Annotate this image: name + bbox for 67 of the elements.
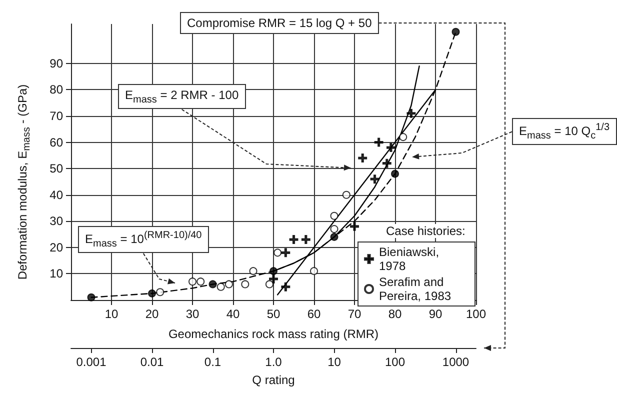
point xyxy=(208,280,217,288)
x2-tick-label: 1.0 xyxy=(265,355,282,369)
x-tick-label: 30 xyxy=(186,307,200,321)
y-tick-label: 80 xyxy=(50,82,64,97)
point xyxy=(342,190,350,199)
x2-tick-label: 0.1 xyxy=(204,355,222,369)
x2-tick-label: 10 xyxy=(328,355,342,369)
point xyxy=(156,288,164,296)
point xyxy=(406,108,416,118)
point xyxy=(216,282,225,291)
point xyxy=(399,133,408,142)
point xyxy=(382,158,392,168)
x2-axis-title: Q rating xyxy=(252,373,295,387)
point xyxy=(330,225,338,234)
y-tick-label: 30 xyxy=(50,214,64,228)
y-tick-label: 40 xyxy=(50,188,64,202)
point xyxy=(350,222,359,231)
point xyxy=(310,267,318,276)
point xyxy=(281,248,290,258)
legend-label: Serafim and Pereira, 1983 xyxy=(379,275,452,303)
point xyxy=(87,293,96,302)
legend-title: Case histories: xyxy=(384,224,468,238)
point xyxy=(289,235,298,244)
x-tick-label: 90 xyxy=(428,307,442,321)
point xyxy=(391,170,399,178)
y-tick-label: 60 xyxy=(50,135,64,150)
point xyxy=(370,174,380,184)
x-tick-label: 20 xyxy=(145,307,159,321)
point xyxy=(301,235,310,244)
point xyxy=(281,282,290,292)
y-tick-label: 20 xyxy=(50,240,64,254)
annotation: Compromise RMR = 15 log Q + 50 xyxy=(180,12,379,34)
point xyxy=(270,267,278,276)
point xyxy=(269,274,278,284)
y-tick-label: 70 xyxy=(50,109,64,123)
point xyxy=(241,280,250,288)
x-tick-label: 80 xyxy=(388,307,402,321)
point xyxy=(249,267,258,276)
y-tick-label: 50 xyxy=(50,162,64,176)
point xyxy=(330,232,338,241)
x-tick-label: 100 xyxy=(466,307,486,321)
x2-tick-label: 0.001 xyxy=(76,355,107,369)
x2-tick-label: 100 xyxy=(384,355,406,369)
point xyxy=(196,278,205,286)
point xyxy=(265,280,274,288)
point xyxy=(330,212,338,220)
x-tick-label: 50 xyxy=(266,307,280,321)
legend-label: Bieniawski, 1978 xyxy=(379,245,442,273)
annotation: E$_{mass}$ = 2 RMR - 100 xyxy=(118,84,246,110)
x-tick-label: 60 xyxy=(307,307,321,321)
x-axis-title: Geomechanics rock mass rating (RMR) xyxy=(168,327,379,341)
point xyxy=(148,289,156,298)
point xyxy=(224,280,233,288)
point xyxy=(358,154,368,163)
point xyxy=(386,143,396,152)
annotation: E$_{mass}$ = 10$^{(RMR-10)/40}$ xyxy=(78,226,209,254)
x2-tick-label: 1000 xyxy=(442,355,470,369)
point xyxy=(452,28,460,36)
point xyxy=(274,248,282,257)
x2-tick-label: 0.01 xyxy=(140,355,164,369)
x-tick-label: 40 xyxy=(226,307,240,321)
point xyxy=(188,278,196,286)
point xyxy=(374,138,384,147)
x-tick-label: 10 xyxy=(104,307,118,321)
y-tick-label: 90 xyxy=(50,56,64,70)
x-tick-label: 70 xyxy=(348,307,362,321)
y-tick-label: 10 xyxy=(50,266,64,281)
